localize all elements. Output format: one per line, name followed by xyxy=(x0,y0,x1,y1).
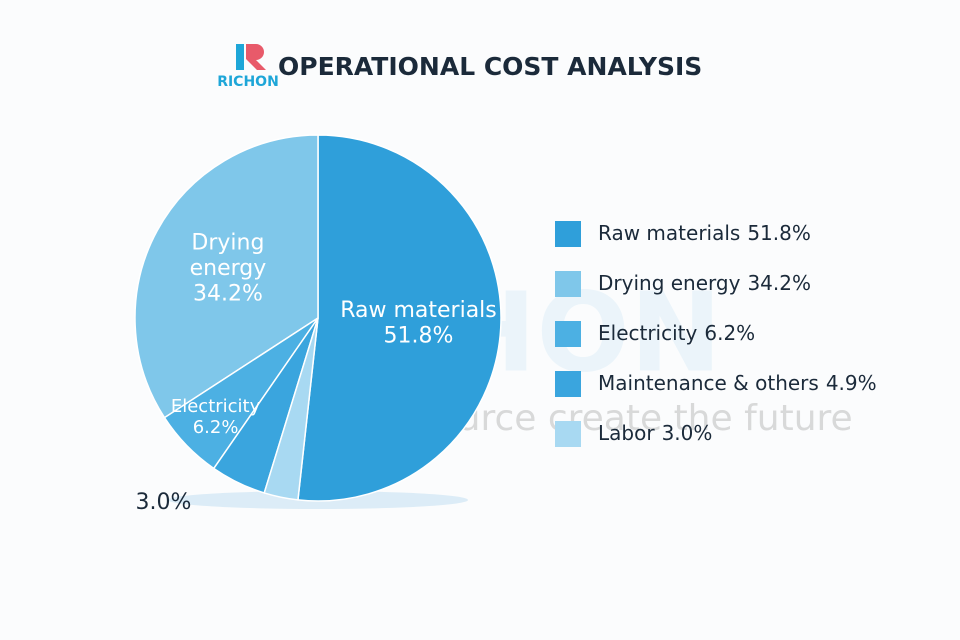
legend-label: Raw materials 51.8% xyxy=(598,221,811,245)
legend-swatch xyxy=(555,221,581,247)
legend-value: 6.2% xyxy=(704,321,755,345)
legend-swatch xyxy=(555,271,581,297)
legend-value: 4.9% xyxy=(826,371,877,395)
slice-label: Raw materials xyxy=(340,298,497,323)
slice-label: Drying xyxy=(191,231,264,256)
slice-value-label: 3.0% xyxy=(136,490,192,515)
legend-label: Labor 3.0% xyxy=(598,421,712,445)
slice-value-label: 51.8% xyxy=(384,323,454,348)
legend-name: Raw materials xyxy=(598,221,740,245)
legend-label: Maintenance & others 4.9% xyxy=(598,371,877,395)
slice-value-label: 6.2% xyxy=(193,417,239,438)
pie-slice xyxy=(297,134,502,502)
legend-name: Labor xyxy=(598,421,655,445)
legend-value: 51.8% xyxy=(747,221,811,245)
slice-label: Electricity xyxy=(171,396,261,417)
legend-name: Maintenance & others xyxy=(598,371,819,395)
slice-label: energy xyxy=(190,256,267,281)
legend-label: Electricity 6.2% xyxy=(598,321,755,345)
logo-text: RICHON xyxy=(217,74,279,90)
legend-value: 3.0% xyxy=(662,421,713,445)
legend-name: Drying energy xyxy=(598,271,741,295)
legend-value: 34.2% xyxy=(747,271,811,295)
logo-mark xyxy=(246,44,266,70)
legend-name: Electricity xyxy=(598,321,698,345)
legend-swatch xyxy=(555,421,581,447)
pie xyxy=(134,134,502,502)
slice-value-label: 34.2% xyxy=(193,282,263,307)
legend-swatch xyxy=(555,371,581,397)
logo: RICHON xyxy=(217,44,279,90)
chart-title: OPERATIONAL COST ANALYSIS xyxy=(278,52,702,81)
logo-mark xyxy=(236,44,244,70)
legend-swatch xyxy=(555,321,581,347)
pie-slice xyxy=(263,317,319,501)
legend-label: Drying energy 34.2% xyxy=(598,271,811,295)
legend: Raw materials 51.8% Drying energy 34.2% Elec… xyxy=(555,221,877,447)
